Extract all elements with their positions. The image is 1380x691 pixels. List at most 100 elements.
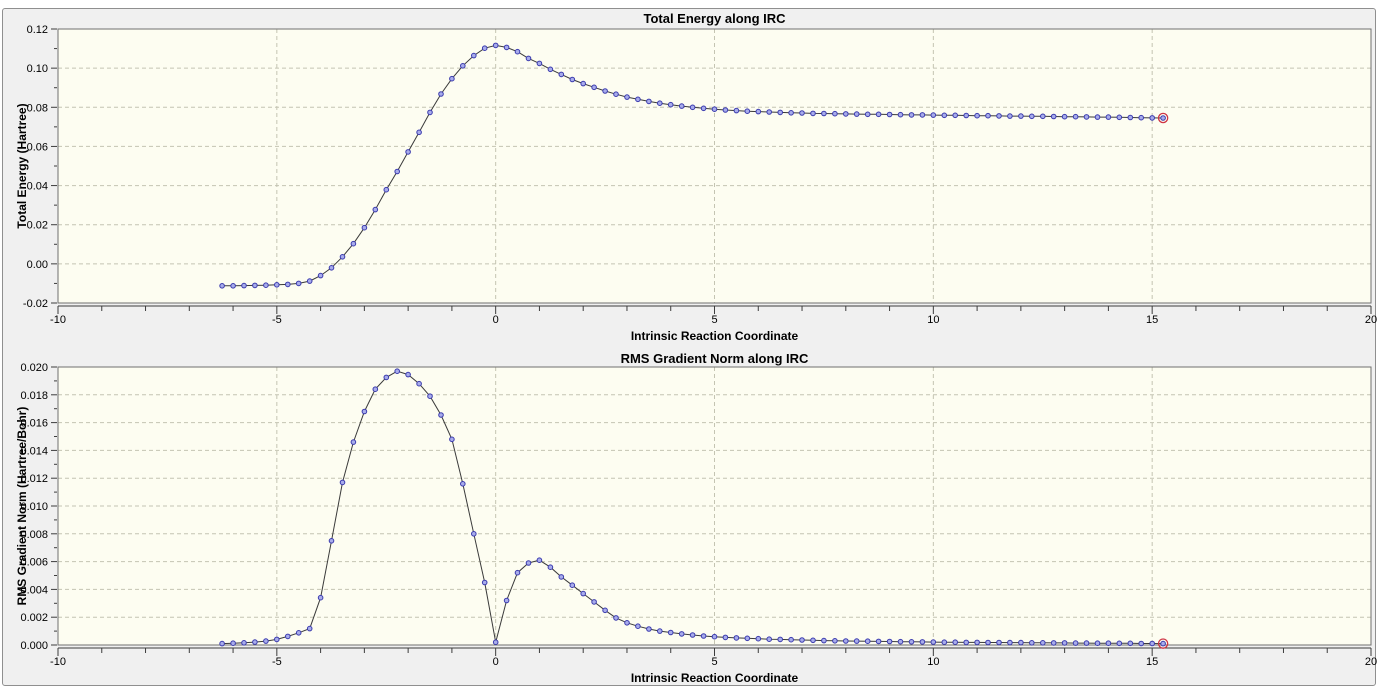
data-point[interactable] — [536, 60, 543, 67]
data-point[interactable] — [777, 636, 784, 643]
data-point[interactable] — [547, 564, 554, 570]
data-point[interactable] — [799, 110, 805, 116]
data-point[interactable] — [635, 623, 641, 630]
data-point[interactable] — [985, 639, 991, 646]
data-point[interactable] — [963, 639, 970, 646]
data-point[interactable] — [678, 631, 685, 637]
data-point[interactable] — [306, 278, 313, 284]
data-point[interactable] — [1138, 114, 1144, 121]
data-point[interactable] — [766, 636, 773, 643]
data-point[interactable] — [339, 479, 346, 486]
data-point[interactable] — [744, 635, 751, 642]
data-point[interactable] — [744, 108, 751, 114]
data-point[interactable] — [1018, 639, 1024, 646]
data-point[interactable] — [832, 638, 838, 644]
data-point[interactable] — [503, 597, 510, 604]
data-point[interactable] — [383, 374, 390, 381]
data-point[interactable] — [1083, 640, 1090, 646]
data-point[interactable] — [832, 110, 838, 117]
data-point[interactable] — [853, 638, 860, 644]
data-point[interactable] — [952, 639, 959, 646]
data-point[interactable] — [733, 635, 740, 641]
data-point[interactable] — [394, 368, 401, 375]
data-point[interactable] — [263, 282, 269, 289]
total-energy-plot-area[interactable]: -10 -5 0 5 10 15 20 -0.02 0.00 0.02 0.04 0.06 0.08 0.… — [3, 9, 1378, 347]
data-point[interactable] — [361, 408, 368, 415]
data-point[interactable] — [974, 639, 980, 646]
data-point[interactable] — [394, 168, 401, 175]
data-point[interactable] — [1007, 113, 1013, 119]
data-point[interactable] — [1094, 640, 1101, 647]
data-point[interactable] — [492, 639, 499, 646]
data-point[interactable] — [646, 98, 652, 105]
data-point[interactable] — [875, 111, 882, 118]
data-point[interactable] — [285, 281, 291, 288]
data-point[interactable] — [558, 71, 565, 78]
data-point[interactable] — [471, 52, 477, 59]
data-point[interactable] — [602, 607, 608, 614]
data-point[interactable] — [328, 265, 335, 271]
data-point[interactable] — [1040, 640, 1046, 646]
data-point[interactable] — [471, 531, 477, 537]
data-point[interactable] — [481, 579, 488, 586]
data-point[interactable] — [1061, 113, 1068, 120]
data-point[interactable] — [525, 55, 532, 62]
data-point[interactable] — [295, 280, 302, 287]
data-point[interactable] — [810, 110, 816, 117]
data-point[interactable] — [1072, 640, 1079, 646]
data-point[interactable] — [591, 84, 597, 91]
data-point[interactable] — [295, 630, 302, 636]
data-point[interactable] — [241, 640, 247, 646]
data-point[interactable] — [1116, 640, 1123, 647]
data-point[interactable] — [602, 88, 608, 94]
data-point[interactable] — [930, 112, 937, 118]
data-point[interactable] — [230, 283, 236, 289]
data-point[interactable] — [460, 481, 466, 487]
data-point[interactable] — [613, 91, 619, 97]
data-point[interactable] — [996, 639, 1002, 646]
data-point[interactable] — [449, 75, 455, 82]
data-point[interactable] — [864, 111, 871, 118]
data-point[interactable] — [886, 111, 893, 118]
data-point[interactable] — [1149, 640, 1155, 647]
data-point[interactable] — [263, 638, 269, 644]
data-point[interactable] — [350, 240, 357, 247]
data-point[interactable] — [591, 599, 597, 605]
data-point[interactable] — [285, 633, 291, 640]
data-point[interactable] — [624, 94, 630, 100]
data-point[interactable] — [1149, 115, 1155, 121]
data-point[interactable] — [514, 569, 521, 576]
data-point[interactable] — [525, 560, 532, 566]
data-point[interactable] — [941, 639, 948, 646]
data-point[interactable] — [438, 91, 444, 97]
data-point[interactable] — [657, 628, 663, 634]
data-point[interactable] — [558, 574, 565, 580]
data-point[interactable] — [317, 272, 324, 279]
data-point[interactable] — [963, 112, 970, 119]
data-point[interactable] — [711, 633, 718, 640]
data-point[interactable] — [810, 637, 816, 644]
data-point[interactable] — [777, 109, 784, 116]
data-point[interactable] — [383, 186, 390, 193]
data-point[interactable] — [372, 206, 379, 213]
data-point[interactable] — [1061, 640, 1068, 646]
data-point[interactable] — [372, 386, 379, 393]
data-point[interactable] — [722, 634, 729, 641]
data-point[interactable] — [886, 638, 893, 645]
data-point[interactable] — [635, 96, 641, 103]
data-point[interactable] — [536, 557, 543, 563]
data-point[interactable] — [241, 282, 247, 289]
data-point[interactable] — [1050, 640, 1057, 646]
data-point[interactable] — [350, 439, 357, 445]
data-point[interactable] — [503, 44, 510, 51]
data-point[interactable] — [755, 108, 762, 115]
data-point[interactable] — [1018, 113, 1024, 119]
data-point[interactable] — [514, 48, 521, 55]
data-point[interactable] — [1050, 113, 1057, 120]
data-point[interactable] — [219, 283, 225, 289]
data-point[interactable] — [449, 436, 455, 443]
data-point[interactable] — [416, 129, 422, 136]
data-point[interactable] — [438, 412, 444, 418]
data-point[interactable] — [405, 149, 411, 155]
data-point[interactable] — [580, 80, 587, 87]
